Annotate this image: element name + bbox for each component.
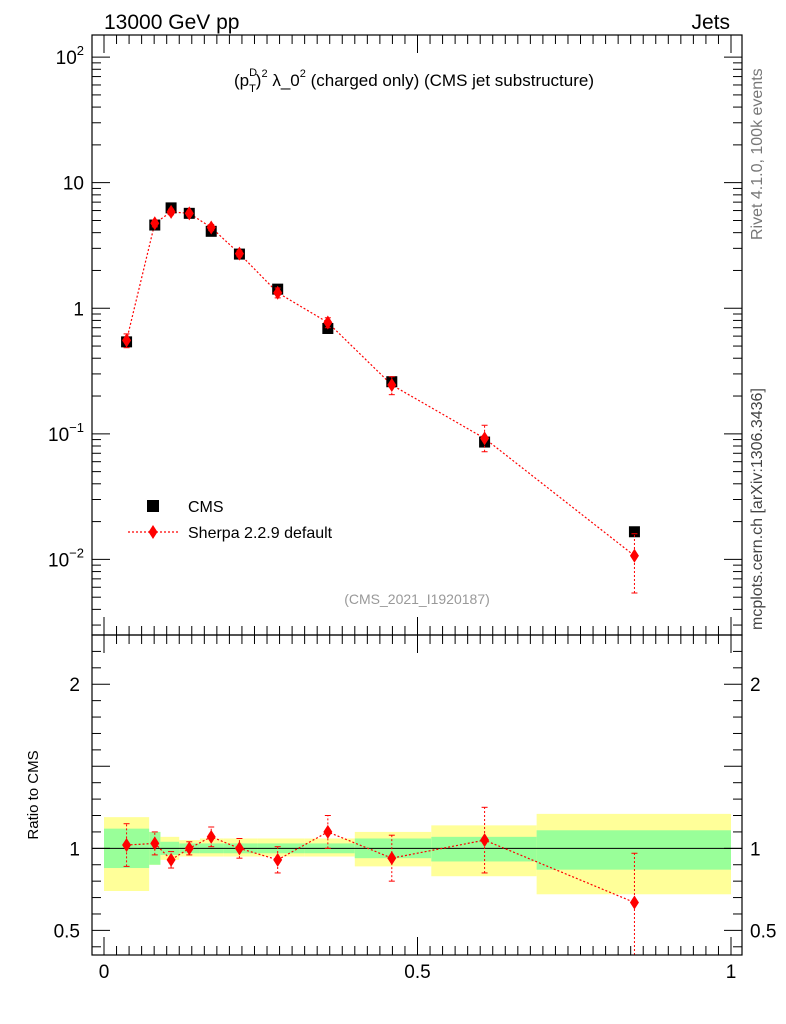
title-lambda: λ_0: [268, 71, 300, 90]
sherpa-point: [184, 206, 194, 221]
sherpa-point: [122, 333, 132, 348]
header-energy-label: 13000 GeV pp: [104, 11, 239, 34]
title-pow2: 2: [300, 68, 306, 80]
main-y-tick-label: 10: [63, 174, 84, 195]
title-sup-d: D: [249, 67, 257, 79]
tick-label-base: 10: [63, 174, 84, 195]
sherpa-point: [234, 246, 244, 261]
ratio-x-tick-label: 0.5: [404, 962, 430, 983]
chart-title: (pD T)2 λ_02 (charged only) (CMS jet subs…: [234, 67, 594, 95]
sherpa-point: [629, 548, 639, 563]
tick-label-base: 10: [48, 425, 69, 446]
legend-cms-label: CMS: [188, 499, 224, 516]
ratio-sherpa-point: [629, 895, 639, 910]
rivet-version-label: Rivet 4.1.0, 100k events: [749, 68, 766, 240]
tick-label-base: 10: [48, 550, 69, 571]
title-p: (p: [234, 71, 249, 90]
ratio-sherpa-point: [234, 841, 244, 856]
ratio-ticks: [92, 635, 742, 955]
main-y-tick-label: 1: [73, 299, 84, 320]
tick-label-base: 10: [56, 48, 77, 69]
sherpa-point: [480, 431, 490, 446]
title-close: ): [256, 71, 262, 90]
ratio-sherpa-point: [184, 841, 194, 856]
tick-label-exponent: −2: [69, 545, 84, 560]
ratio-y-tick-label: 2: [69, 675, 80, 696]
ratio-y-tick-label-right: 1: [750, 839, 761, 860]
main-y-tick-label: 10−2: [48, 545, 84, 571]
sherpa-point: [387, 377, 397, 392]
analysis-watermark: (CMS_2021_I1920187): [344, 591, 490, 607]
sherpa-point: [323, 315, 333, 330]
ratio-sherpa-point: [150, 836, 160, 851]
tick-label-exponent: 2: [77, 43, 84, 58]
title-sub-t: T: [249, 83, 256, 95]
ratio-frame: [91, 634, 743, 956]
ratio-x-tick-label: 0: [99, 962, 110, 983]
main-y-tick-label: 102: [56, 43, 84, 69]
main-frame: [91, 34, 743, 636]
ratio-x-tick-label: 1: [726, 962, 737, 983]
ratio-y-axis-label: Ratio to CMS: [25, 750, 42, 839]
sherpa-point: [206, 220, 216, 235]
ratio-y-tick-label-right: 2: [750, 675, 761, 696]
ratio-sherpa-point: [166, 852, 176, 867]
sherpa-point: [166, 204, 176, 219]
main-ticks: [92, 35, 742, 635]
header-jets-label: Jets: [691, 11, 730, 34]
tick-label-exponent: −1: [69, 420, 84, 435]
ratio-sherpa-point: [122, 838, 132, 853]
ratio-sherpa-point: [387, 851, 397, 866]
sherpa-line: [125, 211, 635, 557]
ratio-y-tick-label: 1: [69, 839, 80, 860]
cms-point: [628, 526, 640, 538]
title-rest: (charged only) (CMS jet substructure): [306, 71, 594, 90]
ratio-sherpa-point: [323, 824, 333, 839]
ratio-tick-labels: 2 2 1 1 0.5 0.5 0 0.5 1: [54, 675, 777, 983]
legend-sherpa-marker: [148, 525, 158, 539]
ratio-y-tick-label: 0.5: [54, 921, 80, 942]
legend-cms-marker: [147, 500, 159, 512]
ratio-y-tick-label-right: 0.5: [750, 921, 776, 942]
sherpa-point: [150, 216, 160, 231]
mcplots-label: mcplots.cern.ch [arXiv:1306.3436]: [749, 388, 766, 630]
title-pow: 2: [261, 68, 267, 80]
main-y-tick-label: 10−1: [48, 420, 84, 446]
legend-sherpa-label: Sherpa 2.2.9 default: [188, 525, 333, 542]
tick-label-base: 1: [73, 299, 84, 320]
legend: CMS Sherpa 2.2.9 default: [128, 499, 333, 542]
ratio-sherpa-point: [480, 833, 490, 848]
sherpa-point: [273, 285, 283, 300]
ratio-sherpa-point: [273, 852, 283, 867]
ratio-sherpa-point: [206, 829, 216, 844]
ratio-band-inner: [536, 830, 731, 870]
ratio-panel: 2 2 1 1 0.5 0.5 0 0.5 1 Ratio to CMS: [25, 634, 777, 983]
